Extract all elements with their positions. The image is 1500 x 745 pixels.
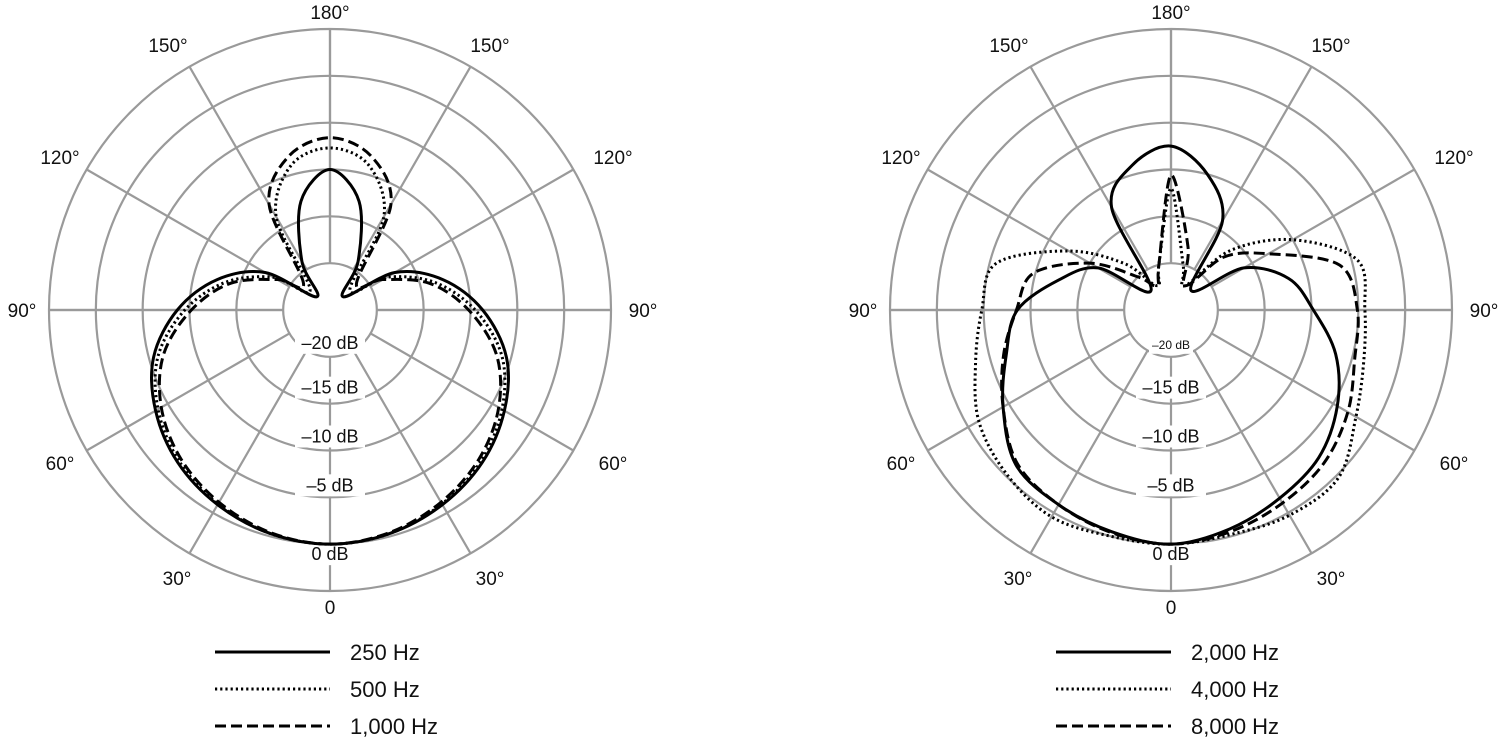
angle-tick-label: 30° — [1004, 569, 1033, 590]
label-backing — [1136, 376, 1206, 399]
angle-tick-label: 0 — [325, 598, 336, 619]
grid-spoke — [1193, 66, 1313, 270]
angle-tick-label: 90° — [849, 301, 878, 322]
legend-label: 250 Hz — [350, 640, 420, 665]
grid-spoke — [352, 350, 472, 554]
angle-tick-label: 120° — [40, 148, 79, 169]
angle-tick-label: 30° — [1317, 569, 1346, 590]
grid-spoke — [370, 332, 574, 452]
radial-tick-label: –10 dB — [1142, 427, 1199, 447]
grid-spoke — [370, 168, 574, 288]
grid-ring — [888, 27, 1454, 593]
radial-tick-label: –20 dB — [1152, 338, 1190, 352]
grid-ring — [282, 262, 378, 358]
angle-tick-label: 60° — [46, 454, 75, 475]
legend-label: 2,000 Hz — [1191, 640, 1279, 665]
label-backing — [1136, 425, 1206, 448]
grid-spoke — [1211, 332, 1415, 452]
grid-ring — [47, 27, 613, 593]
label-backing — [295, 376, 365, 399]
angle-tick-label: 60° — [599, 454, 628, 475]
angle-tick-label: 60° — [887, 454, 916, 475]
radial-tick-label: –5 dB — [306, 475, 353, 495]
label-backing — [295, 543, 365, 566]
legend-label: 1,000 Hz — [350, 714, 438, 739]
polar-chart-2: –20 dB –15 dB –10 dB –5 dB 0 dB 180° 150° 150° 1… — [849, 3, 1499, 739]
label-backing — [295, 425, 365, 448]
angle-tick-label: 150° — [470, 36, 509, 57]
angle-tick-label: 120° — [593, 148, 632, 169]
label-backing — [1136, 474, 1206, 497]
angle-tick-label: 60° — [1440, 454, 1469, 475]
polar-chart-1: –20 dB –15 dB –10 dB –5 dB 0 dB 180° 150° 150° 1… — [8, 3, 658, 739]
angle-tick-label: 90° — [1470, 301, 1499, 322]
series-line-8000hz — [1000, 173, 1360, 546]
series-line-1000hz — [157, 136, 503, 546]
legend-label: 500 Hz — [350, 677, 420, 702]
legend-item: 250 Hz — [215, 640, 420, 665]
series-line-500hz — [153, 146, 507, 546]
legend-label: 4,000 Hz — [1191, 677, 1279, 702]
angle-tick-label: 90° — [8, 301, 37, 322]
grid-spoke — [352, 66, 472, 270]
angle-tick-label: 150° — [148, 36, 187, 57]
series-line-250hz — [150, 168, 510, 546]
grid-ring — [235, 215, 425, 405]
legend-item: 500 Hz — [215, 677, 420, 702]
grid-ring — [1123, 262, 1219, 358]
grid-spoke — [1193, 350, 1313, 554]
grid-spoke — [927, 332, 1131, 452]
legend-label: 8,000 Hz — [1191, 714, 1279, 739]
angle-tick-label: 120° — [881, 148, 920, 169]
grid-spoke — [86, 332, 290, 452]
radial-tick-label: 0 dB — [311, 544, 348, 564]
angle-tick-label: 120° — [1434, 148, 1473, 169]
legend-item: 2,000 Hz — [1056, 640, 1279, 665]
radial-tick-label: –5 dB — [1147, 475, 1194, 495]
radial-tick-label: 0 dB — [1152, 544, 1189, 564]
grid-ring — [1029, 168, 1313, 452]
radial-tick-label: –20 dB — [301, 333, 358, 353]
legend-item: 1,000 Hz — [215, 714, 438, 739]
angle-tick-label: 180° — [310, 3, 349, 24]
angle-tick-label: 180° — [1151, 3, 1190, 24]
legend-item: 4,000 Hz — [1056, 677, 1279, 702]
label-backing — [1149, 331, 1193, 354]
label-backing — [295, 474, 365, 497]
grid-spoke — [1029, 350, 1149, 554]
label-backing — [1136, 543, 1206, 566]
label-backing — [295, 331, 365, 354]
grid-spoke — [86, 168, 290, 288]
radial-tick-label: –15 dB — [1142, 378, 1199, 398]
radial-tick-label: –15 dB — [301, 378, 358, 398]
grid-spoke — [188, 66, 308, 270]
grid-spoke — [188, 350, 308, 554]
angle-tick-label: 150° — [1311, 36, 1350, 57]
radial-tick-label: –10 dB — [301, 427, 358, 447]
grid-ring — [141, 121, 519, 499]
angle-tick-label: 0 — [1166, 598, 1177, 619]
angle-tick-label: 90° — [629, 301, 658, 322]
legend-item: 8,000 Hz — [1056, 714, 1279, 739]
angle-tick-label: 30° — [163, 569, 192, 590]
grid-spoke — [1029, 66, 1149, 270]
grid-ring — [1076, 215, 1266, 405]
angle-tick-label: 30° — [476, 569, 505, 590]
angle-tick-label: 150° — [989, 36, 1028, 57]
